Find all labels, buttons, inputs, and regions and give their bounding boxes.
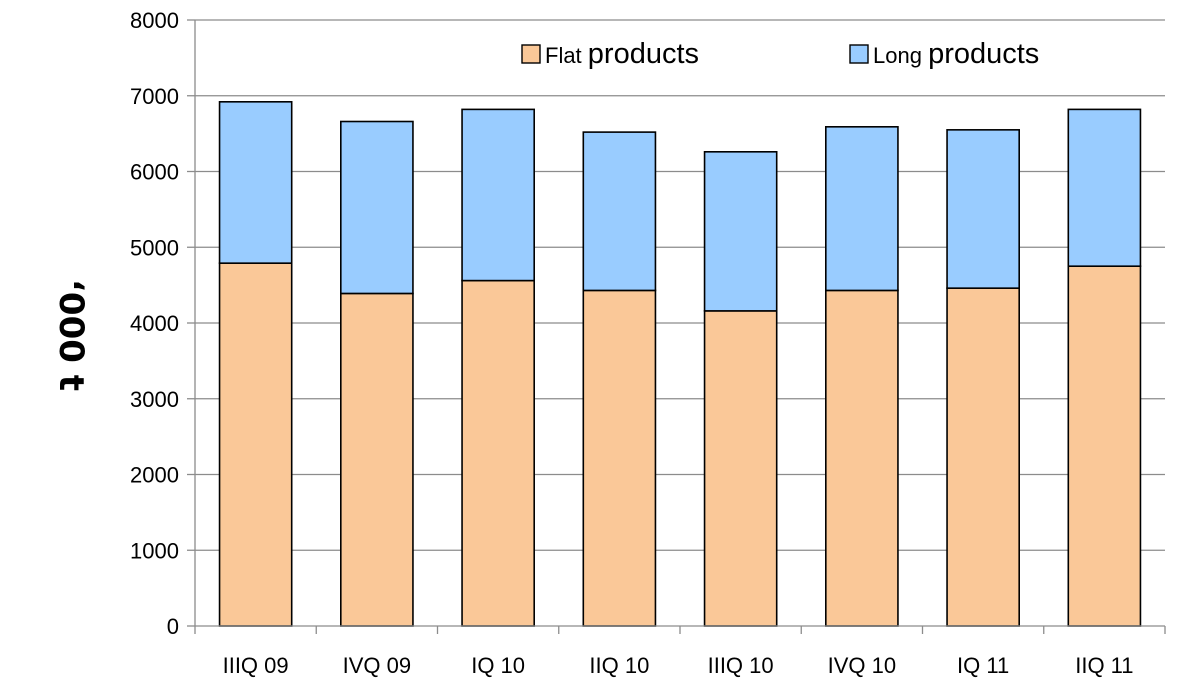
x-tick-labels: IIIQ 09 IVQ 09 IQ 10 IIQ 10 IIIQ 10 IVQ 10 IQ … <box>223 653 1134 678</box>
y-tick-label: 8000 <box>130 8 179 33</box>
bar-long-products <box>461 108 535 282</box>
y-tick-label: 4000 <box>130 311 179 336</box>
y-tick-label: 6000 <box>130 160 179 185</box>
y-tick-label: 2000 <box>130 463 179 488</box>
bars <box>218 101 1142 627</box>
x-tick-label: IIIQ 10 <box>708 653 774 678</box>
axes <box>187 19 1166 634</box>
bar-flat-products <box>461 279 535 627</box>
bar-flat-products <box>946 287 1020 627</box>
y-tick-label: 0 <box>167 614 179 639</box>
legend-label: Long products <box>873 38 1039 70</box>
legend-swatch <box>521 44 541 64</box>
y-tick-label: 5000 <box>130 235 179 260</box>
bar-flat-products <box>340 292 414 627</box>
x-tick-label: IVQ 09 <box>343 653 411 678</box>
bar-long-products <box>825 126 899 292</box>
y-tick-label: 7000 <box>130 84 179 109</box>
bar-long-products <box>1067 108 1142 267</box>
x-tick-label: IIIQ 09 <box>223 653 289 678</box>
bar-flat-products <box>1067 265 1142 627</box>
x-tick-label: IQ 11 <box>957 653 1009 678</box>
bar-long-products <box>703 151 778 312</box>
bar-long-products <box>340 120 414 295</box>
bar-long-products <box>218 101 293 264</box>
bar-flat-products <box>218 262 293 627</box>
bar-long-products <box>582 131 657 292</box>
bar-flat-products <box>825 289 899 627</box>
bar-long-products <box>946 129 1020 289</box>
x-tick-label: IIQ 11 <box>1075 653 1133 678</box>
y-tick-label: 1000 <box>130 538 179 563</box>
x-tick-label: IVQ 10 <box>828 653 896 678</box>
legend: Flat products Long products <box>521 38 1039 70</box>
y-tick-labels: 0 1000 2000 3000 4000 5000 6000 7000 8000 <box>130 8 179 639</box>
y-tick-label: 3000 <box>130 387 179 412</box>
bar-flat-products <box>703 310 778 627</box>
y-axis-label: ‘000 t <box>51 279 91 391</box>
legend-label: Flat products <box>545 38 699 70</box>
bar-flat-products <box>582 289 657 627</box>
x-tick-label: IQ 10 <box>471 653 525 678</box>
legend-swatch <box>849 44 869 64</box>
x-tick-label: IIQ 10 <box>589 653 649 678</box>
